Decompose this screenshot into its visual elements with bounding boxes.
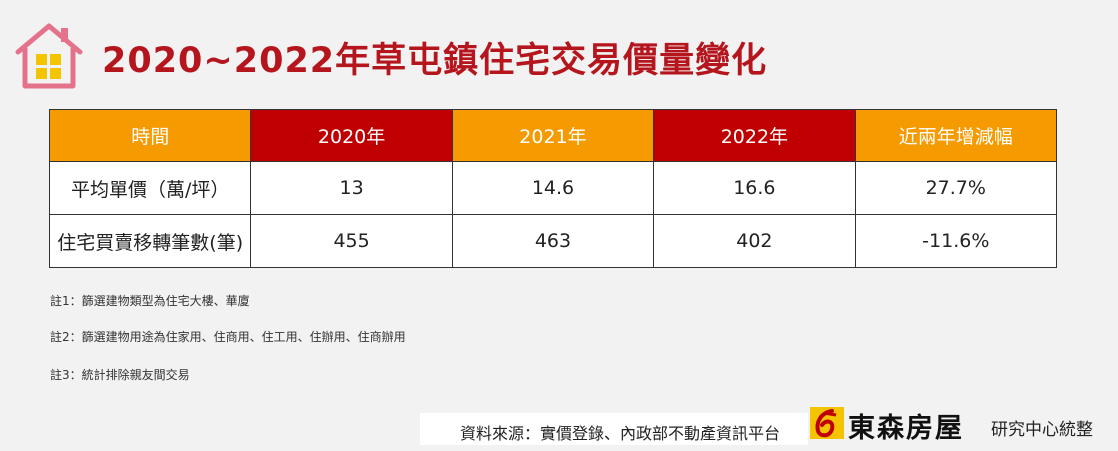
house-icon — [15, 23, 83, 89]
page-title: 2020~2022年草屯鎮住宅交易價量變化 — [102, 41, 768, 81]
cell-avg-price-change: 27.7% — [854, 161, 1058, 215]
cell-avg-price-2022: 16.6 — [653, 161, 856, 215]
note-1: 註1：篩選建物類型為住宅大樓、華廈 — [50, 294, 250, 308]
row-label-avg-price: 平均單價（萬/坪） — [48, 161, 252, 215]
brand-subtitle: 研究中心統整 — [991, 420, 1093, 440]
table-header-row: 時間 2020年 2021年 2022年 近兩年增減幅 — [48, 109, 1058, 162]
row-label-transactions: 住宅買賣移轉筆數(筆) — [48, 214, 252, 268]
note-2: 註2：篩選建物用途為住家用、住商用、住工用、住辦用、住商辦用 — [50, 330, 406, 344]
header-2022: 2022年 — [653, 109, 856, 162]
cell-transactions-change: -11.6% — [854, 214, 1058, 268]
header-time: 時間 — [48, 109, 252, 162]
cell-transactions-2020: 455 — [250, 214, 453, 268]
table-row: 住宅買賣移轉筆數(筆) 455 463 402 -11.6% — [48, 214, 1058, 268]
source-box — [420, 413, 808, 445]
header-2021: 2021年 — [451, 109, 655, 162]
header-change: 近兩年增減幅 — [854, 109, 1058, 162]
company-logo-icon — [810, 407, 844, 439]
header-2020: 2020年 — [250, 109, 453, 162]
source-text: 資料來源：實價登錄、內政部不動產資訊平台 — [460, 424, 781, 443]
brand-name: 東森房屋 — [848, 413, 964, 444]
cell-transactions-2021: 463 — [451, 214, 655, 268]
data-table: 時間 2020年 2021年 2022年 近兩年增減幅 平均單價（萬/坪） 13… — [48, 109, 1058, 268]
cell-transactions-2022: 402 — [653, 214, 856, 268]
table-row: 平均單價（萬/坪） 13 14.6 16.6 27.7% — [48, 161, 1058, 215]
note-3: 註3：統計排除親友間交易 — [50, 368, 190, 382]
cell-avg-price-2020: 13 — [250, 161, 453, 215]
cell-avg-price-2021: 14.6 — [451, 161, 655, 215]
